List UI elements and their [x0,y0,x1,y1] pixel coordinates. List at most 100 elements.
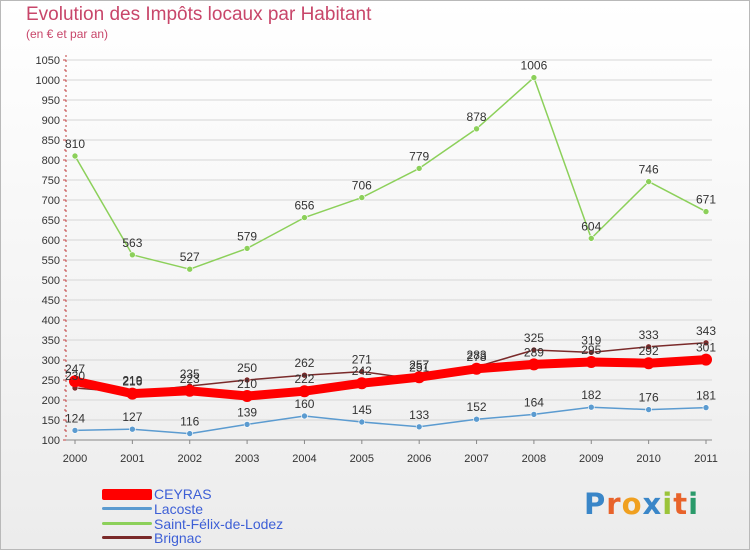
data-label-saint-f-lix-de-lodez: 579 [237,229,257,243]
x-tick-label: 2003 [235,453,259,465]
data-label-lacoste: 133 [409,408,429,422]
data-point-saint-f-lix-de-lodez [702,208,710,215]
y-tick-label: 1050 [36,55,60,67]
data-label-ceyras: 295 [581,343,601,357]
logo-letter: t [673,487,689,521]
data-label-lacoste: 176 [639,391,659,405]
y-tick-label: 850 [42,135,60,147]
data-label-lacoste: 181 [696,389,716,403]
legend-swatch-brignac [102,536,152,539]
data-point-ceyras [69,375,81,388]
data-point-ceyras [700,353,712,366]
legend-label-brignac: Brignac [154,530,202,546]
chart-title: Evolution des Impôts locaux par Habitant [26,4,372,25]
logo-letter: o [621,487,643,521]
series-line-brignac [74,342,707,394]
data-label-lacoste: 160 [294,397,314,411]
data-label-lacoste: 127 [122,410,142,424]
legend-label-ceyras: CEYRAS [154,486,212,502]
data-label-brignac: 250 [237,361,257,375]
data-label-ceyras: 289 [524,345,544,359]
proxiti-logo: Proxiti [584,487,699,521]
data-label-brignac: 271 [352,353,372,367]
logo-letter: x [642,487,663,521]
data-point-brignac [702,339,710,347]
data-point-saint-f-lix-de-lodez [645,178,652,185]
data-point-ceyras [642,357,655,370]
data-point-saint-f-lix-de-lodez [358,194,366,201]
y-tick-label: 450 [42,295,60,307]
data-label-saint-f-lix-de-lodez: 1006 [521,59,548,73]
data-point-brignac [530,346,538,354]
data-label-lacoste: 152 [467,400,487,414]
data-label-brignac: 262 [294,356,314,370]
y-tick-label: 1000 [36,75,60,87]
data-point-brignac [301,371,308,379]
x-tick-label: 2010 [636,453,660,465]
data-label-brignac: 219 [122,373,142,387]
data-point-ceyras [585,356,598,368]
data-point-saint-f-lix-de-lodez [473,125,480,133]
data-point-saint-f-lix-de-lodez [301,214,308,221]
y-tick-label: 950 [42,95,60,107]
data-label-saint-f-lix-de-lodez: 563 [122,236,142,250]
y-tick-label: 400 [42,315,60,327]
data-point-lacoste [530,411,538,418]
y-tick-label: 550 [42,255,60,267]
logo-letter: P [584,487,607,521]
data-point-lacoste [71,427,79,434]
data-point-saint-f-lix-de-lodez [129,251,136,259]
legend-swatch-saint-felix [102,522,152,525]
data-point-saint-f-lix-de-lodez [186,265,194,273]
data-label-ceyras: 278 [467,350,487,364]
data-label-ceyras: 242 [352,364,372,378]
data-point-lacoste [415,423,423,431]
data-label-brignac: 333 [639,328,659,342]
y-tick-label: 500 [42,275,60,287]
data-point-saint-f-lix-de-lodez [243,245,251,252]
data-point-lacoste [358,418,366,426]
data-point-ceyras [126,387,139,400]
legend-label-saint-felix: Saint-Félix-de-Lodez [154,516,284,532]
data-point-ceyras [355,377,368,390]
data-label-brignac: 283 [467,348,487,362]
data-label-saint-f-lix-de-lodez: 527 [180,250,200,264]
y-tick-label: 300 [42,355,60,367]
series-line-ceyras [70,355,711,401]
legend-swatch-ceyras [102,489,152,500]
y-tick-label: 350 [42,335,60,347]
data-point-lacoste [243,421,251,428]
data-point-lacoste [702,404,710,411]
data-label-ceyras: 222 [294,372,314,386]
logo-letter: i [688,487,700,521]
data-point-ceyras [183,384,196,397]
y-tick-label: 200 [42,395,60,407]
data-point-saint-f-lix-de-lodez [530,74,538,81]
data-label-saint-f-lix-de-lodez: 746 [639,163,659,177]
data-point-lacoste [129,425,136,433]
data-label-brignac: 325 [524,331,544,345]
x-tick-label: 2001 [120,453,144,465]
data-label-saint-f-lix-de-lodez: 656 [294,199,314,213]
y-tick-label: 150 [42,415,60,427]
data-point-lacoste [301,412,308,420]
x-tick-label: 2008 [522,453,546,465]
data-label-ceyras: 223 [180,372,200,386]
data-label-brignac: 235 [180,367,200,381]
data-point-lacoste [473,415,480,423]
data-label-lacoste: 182 [581,388,601,402]
x-tick-label: 2005 [350,453,374,465]
data-label-saint-f-lix-de-lodez: 810 [65,137,85,151]
chart-subtitle: (en € et par an) [26,27,109,41]
data-point-lacoste [645,406,652,413]
data-point-ceyras [470,362,483,375]
data-label-ceyras: 216 [122,375,142,389]
y-tick-label: 650 [42,215,60,227]
data-label-lacoste: 124 [65,411,85,425]
data-label-ceyras: 247 [65,362,85,376]
data-label-ceyras: 257 [409,358,429,372]
y-tick-label: 800 [42,155,60,167]
data-point-ceyras [413,371,426,384]
x-tick-label: 2002 [177,453,201,465]
